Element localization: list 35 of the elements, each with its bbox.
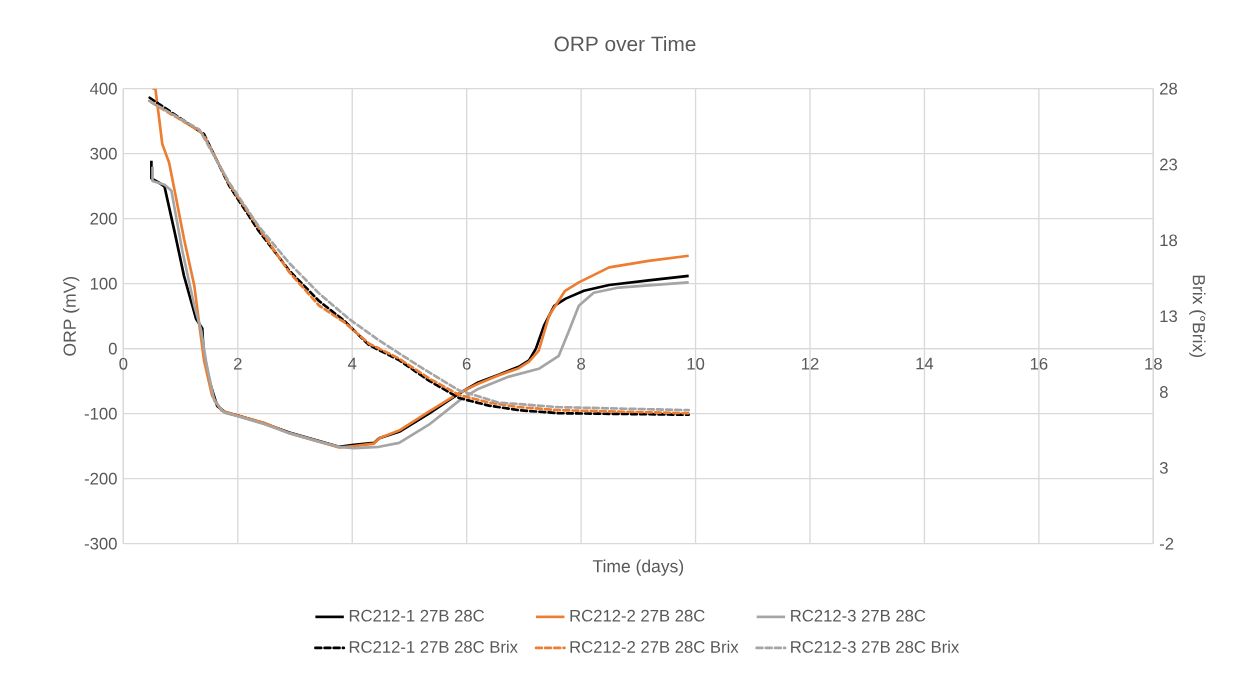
x-tick-label: 14 <box>916 357 934 370</box>
x-tick-label: 0 <box>119 357 128 370</box>
y-tick-label: 200 <box>90 212 117 225</box>
x-tick-label: 8 <box>577 357 586 370</box>
y2-tick-label: 18 <box>1160 234 1178 247</box>
x-tick-label: 16 <box>1030 357 1048 370</box>
y2-tick-label: 3 <box>1159 461 1168 474</box>
y-tick-label: -200 <box>84 472 117 485</box>
legend-label: RC212-1 27B 28C Brix <box>349 640 518 653</box>
y2-tick-label: 23 <box>1160 158 1178 171</box>
y-tick-label: 100 <box>90 277 117 290</box>
legend-label: RC212-2 27B 28C Brix <box>570 640 739 653</box>
x-tick-label: 4 <box>347 357 357 370</box>
y-tick-label: 0 <box>108 342 117 355</box>
y-tick-label: 300 <box>90 147 117 160</box>
x-tick-label: 10 <box>687 357 705 370</box>
y2-tick-label: 28 <box>1160 82 1178 95</box>
y-tick-label: 400 <box>90 82 117 95</box>
y2-tick-label: 8 <box>1159 386 1168 398</box>
y2-tick-label: 13 <box>1160 310 1178 323</box>
x-tick-label: 2 <box>233 357 242 370</box>
y-tick-label: -100 <box>84 407 117 420</box>
x-axis-title: Time (days) <box>592 559 684 576</box>
legend-label: RC212-1 27B 28C <box>349 609 485 622</box>
x-tick-label: 12 <box>802 357 819 370</box>
legend-label: RC212-3 27B 28C <box>791 609 926 622</box>
y-tick-label: -300 <box>84 537 117 550</box>
chart-title: ORP over Time <box>554 35 696 52</box>
x-tick-label: 18 <box>1145 357 1162 370</box>
y2-tick-label: -2 <box>1159 537 1174 550</box>
legend-label: RC212-3 27B 28C Brix <box>791 640 960 653</box>
legend-label: RC212-2 27B 28C <box>570 609 705 622</box>
y-axis-title: ORP (mV) <box>63 276 80 356</box>
x-tick-label: 6 <box>462 357 471 370</box>
y2-axis-title: Brix (°Brix) <box>1189 275 1206 357</box>
